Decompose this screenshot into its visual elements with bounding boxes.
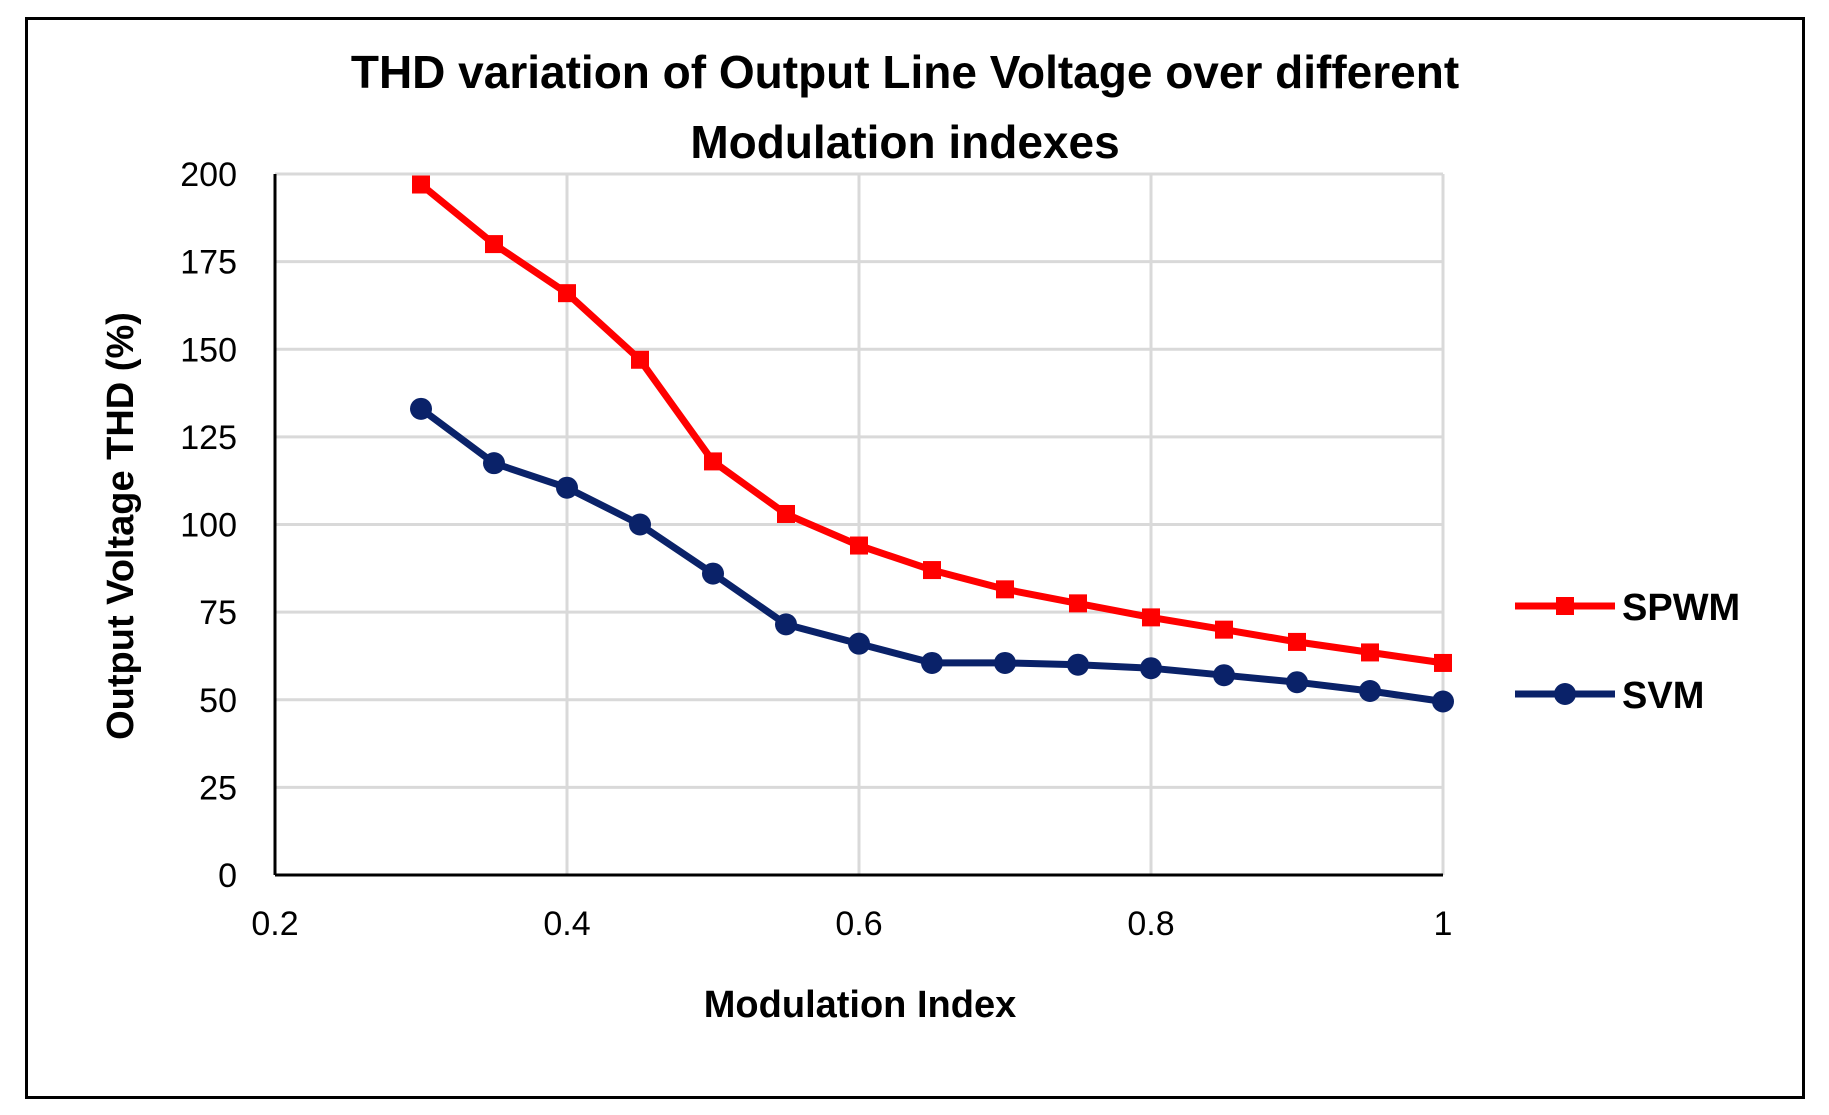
svm-point — [848, 632, 870, 655]
x-tick-label: 0.8 — [1127, 905, 1174, 943]
spwm-point — [923, 561, 941, 580]
x-axis-title: Modulation Index — [704, 984, 1016, 1026]
spwm-point — [485, 235, 503, 254]
spwm-point — [1288, 632, 1306, 651]
svm-point — [556, 476, 578, 499]
svm-point — [1359, 679, 1381, 702]
spwm-point — [631, 350, 649, 369]
spwm-point — [704, 452, 722, 471]
spwm-point — [1215, 620, 1233, 639]
svm-point — [1067, 653, 1089, 676]
spwm-point — [558, 284, 576, 303]
svm-point — [775, 613, 797, 636]
x-tick-label: 0.2 — [251, 905, 298, 943]
spwm-point — [777, 504, 795, 523]
chart-frame — [25, 17, 1805, 1099]
x-tick-label: 1 — [1434, 905, 1453, 943]
y-axis-title: Output Voltage THD (%) — [100, 312, 142, 740]
y-tick-label: 125 — [180, 419, 237, 457]
svm-point — [410, 397, 432, 420]
chart-title: THD variation of Output Line Voltage ove… — [351, 46, 1459, 168]
spwm-point — [1142, 608, 1160, 627]
legend-marker-svm — [1554, 683, 1576, 705]
legend: SPWM SVM — [1515, 587, 1740, 717]
spwm-point — [850, 536, 868, 555]
y-tick-labels: 0 25 50 75 100 125 150 175 200 — [180, 156, 237, 895]
spwm-point — [996, 580, 1014, 599]
svm-point — [483, 452, 505, 475]
y-tick-label: 200 — [180, 156, 237, 194]
svm-point — [1140, 657, 1162, 680]
legend-label-spwm: SPWM — [1622, 587, 1740, 629]
legend-marker-spwm — [1556, 597, 1574, 615]
chart-title-line-1: THD variation of Output Line Voltage ove… — [351, 46, 1459, 98]
x-tick-label: 0.4 — [543, 905, 590, 943]
axes — [273, 174, 1443, 877]
gridlines — [275, 172, 1445, 875]
svm-point — [1213, 664, 1235, 687]
y-tick-label: 50 — [199, 682, 237, 720]
y-tick-label: 150 — [180, 331, 237, 369]
y-tick-label: 100 — [180, 507, 237, 545]
x-tick-label: 0.6 — [835, 905, 882, 943]
y-tick-label: 25 — [199, 769, 237, 807]
series — [410, 175, 1454, 713]
spwm-point — [1434, 653, 1452, 672]
legend-item-svm: SVM — [1515, 675, 1704, 717]
svm-point — [702, 562, 724, 585]
spwm-point — [1361, 643, 1379, 662]
series-spwm — [412, 175, 1452, 672]
spwm-line — [418, 181, 1444, 667]
spwm-point — [1069, 594, 1087, 613]
y-tick-label: 0 — [218, 857, 237, 895]
series-svm — [410, 397, 1454, 713]
x-tick-labels: 0.2 0.4 0.6 0.8 1 — [251, 905, 1452, 943]
svm-point — [921, 651, 943, 674]
svm-point — [994, 651, 1016, 674]
y-tick-label: 75 — [199, 594, 237, 632]
svm-point — [1432, 690, 1454, 713]
legend-item-spwm: SPWM — [1515, 587, 1740, 629]
chart-title-line-2: Modulation indexes — [690, 116, 1119, 168]
legend-label-svm: SVM — [1622, 675, 1704, 717]
svm-point — [1286, 671, 1308, 694]
svm-point — [629, 513, 651, 536]
y-tick-label: 175 — [180, 244, 237, 282]
spwm-point — [412, 175, 430, 194]
